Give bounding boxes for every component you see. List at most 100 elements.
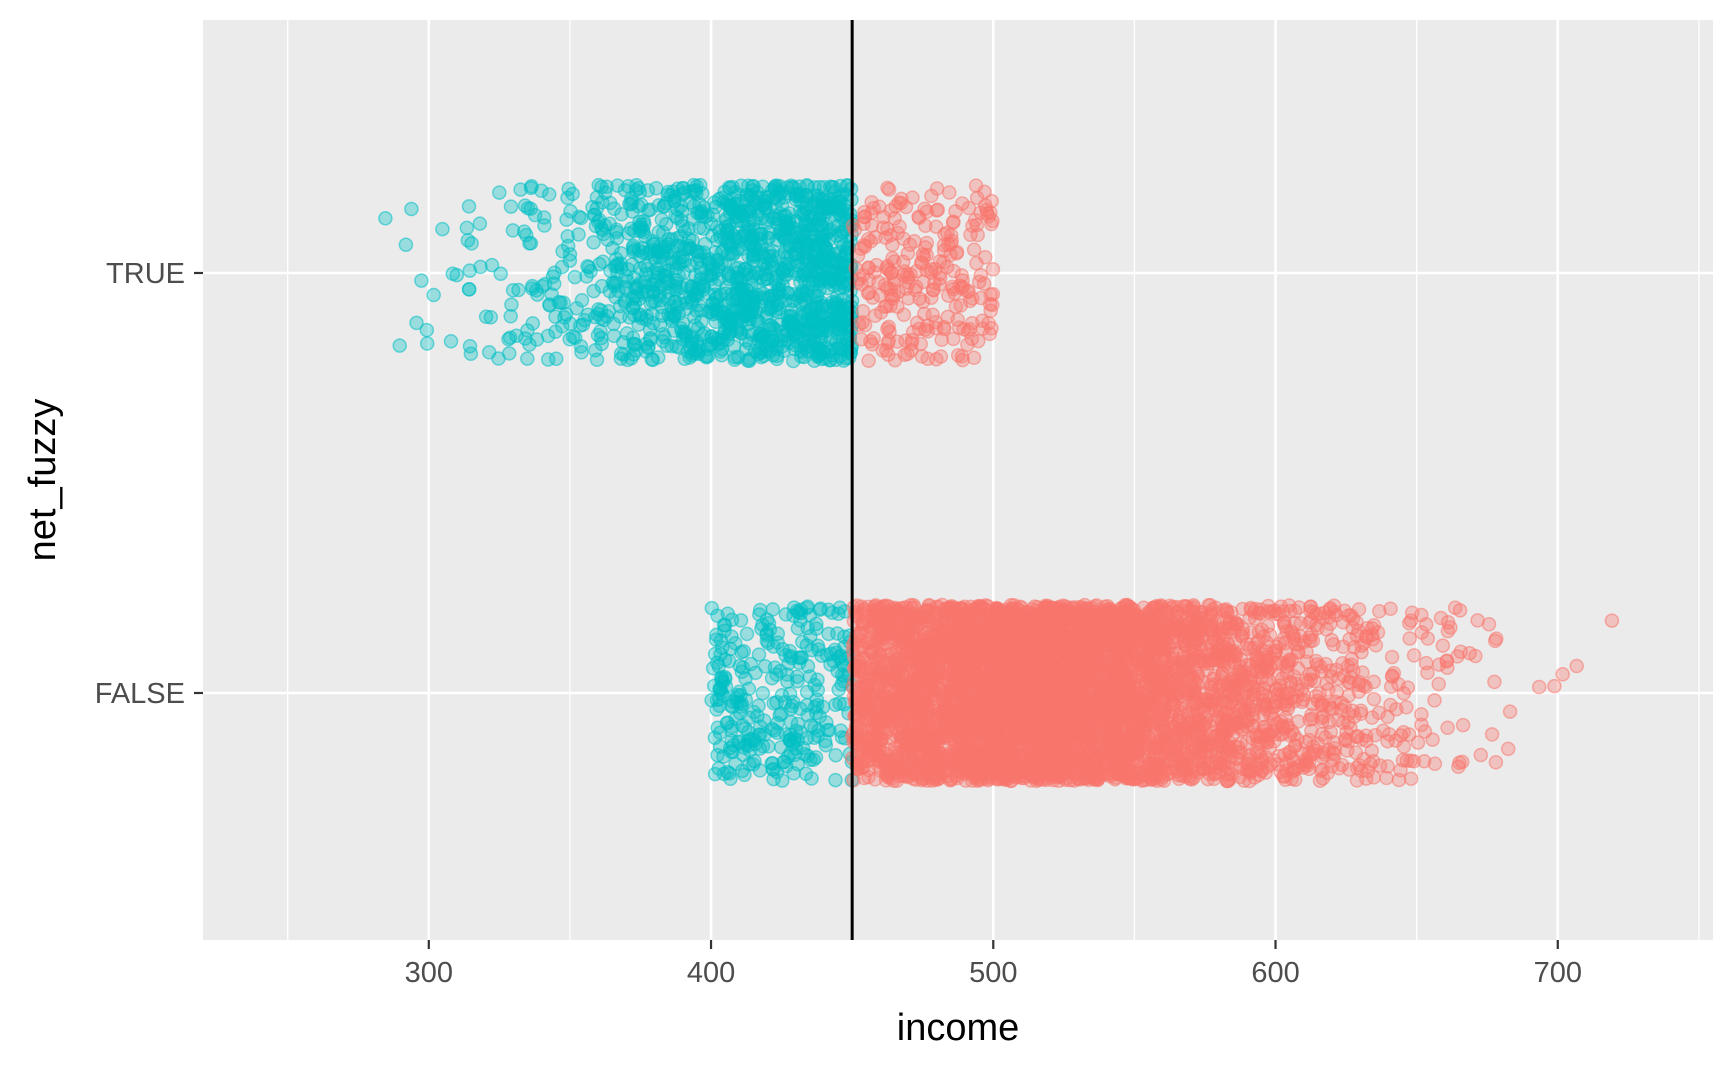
data-point bbox=[760, 230, 775, 245]
data-point bbox=[1455, 717, 1471, 733]
data-point bbox=[1569, 658, 1584, 674]
data-point bbox=[464, 236, 479, 251]
data-point bbox=[725, 694, 741, 709]
data-point bbox=[1484, 727, 1500, 742]
data-point bbox=[781, 656, 796, 671]
data-point bbox=[878, 343, 894, 358]
data-point bbox=[449, 267, 465, 283]
data-point bbox=[1384, 649, 1400, 665]
data-point bbox=[907, 233, 922, 249]
data-point bbox=[912, 321, 927, 337]
data-point bbox=[811, 642, 826, 657]
data-point bbox=[882, 324, 897, 340]
data-point bbox=[800, 326, 816, 342]
data-point bbox=[492, 185, 507, 200]
data-point bbox=[955, 352, 970, 368]
data-point bbox=[782, 238, 798, 253]
data-point bbox=[565, 329, 581, 345]
data-point bbox=[785, 698, 800, 714]
data-point bbox=[967, 212, 983, 228]
data-point bbox=[738, 671, 753, 686]
data-point bbox=[1393, 763, 1408, 778]
data-point bbox=[669, 339, 684, 354]
data-point bbox=[752, 602, 768, 618]
data-point bbox=[751, 647, 767, 662]
data-point bbox=[501, 346, 517, 361]
data-point bbox=[881, 182, 897, 197]
data-point bbox=[933, 349, 949, 364]
data-point bbox=[784, 180, 800, 195]
data-point bbox=[559, 212, 574, 227]
data-point bbox=[483, 310, 499, 325]
data-point bbox=[472, 216, 488, 231]
data-point bbox=[692, 220, 707, 235]
data-point bbox=[398, 237, 414, 252]
data-point bbox=[853, 332, 869, 347]
data-point bbox=[700, 208, 715, 223]
data-point bbox=[658, 216, 674, 232]
data-point bbox=[426, 287, 441, 303]
data-point bbox=[739, 626, 755, 642]
data-point bbox=[832, 696, 847, 711]
data-point bbox=[586, 283, 601, 299]
data-point bbox=[782, 643, 797, 659]
data-point bbox=[481, 345, 497, 360]
data-point bbox=[646, 236, 661, 252]
data-point bbox=[707, 730, 723, 745]
plot-panel bbox=[203, 20, 1713, 940]
data-point bbox=[886, 288, 902, 303]
data-point bbox=[860, 285, 876, 301]
data-point bbox=[586, 207, 602, 223]
data-point bbox=[924, 188, 939, 204]
data-point bbox=[463, 346, 479, 361]
data-point bbox=[788, 723, 804, 739]
data-point bbox=[914, 349, 930, 364]
data-point bbox=[478, 309, 494, 324]
data-point bbox=[806, 228, 822, 244]
data-point bbox=[746, 252, 761, 268]
data-point bbox=[419, 322, 435, 338]
data-point bbox=[790, 621, 806, 636]
data-point bbox=[814, 323, 830, 338]
data-point bbox=[960, 284, 975, 300]
data-point bbox=[713, 344, 728, 359]
data-point bbox=[966, 242, 982, 258]
data-point bbox=[891, 195, 906, 210]
data-point bbox=[812, 212, 827, 227]
data-point bbox=[419, 336, 435, 351]
data-point bbox=[571, 227, 586, 242]
data-point bbox=[830, 626, 845, 641]
data-point bbox=[803, 301, 819, 317]
data-point bbox=[919, 263, 934, 278]
data-point bbox=[782, 686, 798, 701]
data-point bbox=[752, 741, 768, 756]
data-point bbox=[752, 342, 768, 357]
data-point bbox=[919, 235, 935, 251]
data-point bbox=[710, 747, 725, 763]
data-point bbox=[621, 226, 636, 241]
data-point bbox=[620, 352, 635, 368]
data-point bbox=[642, 202, 658, 217]
data-point bbox=[812, 602, 827, 617]
data-point bbox=[936, 321, 952, 337]
data-point bbox=[650, 350, 666, 365]
data-point bbox=[861, 353, 876, 368]
data-point bbox=[542, 297, 557, 312]
data-point bbox=[721, 271, 737, 287]
data-point bbox=[714, 256, 729, 271]
data-point bbox=[461, 199, 477, 214]
data-point bbox=[831, 682, 846, 697]
data-point bbox=[501, 331, 516, 347]
data-point bbox=[1440, 720, 1455, 736]
data-point bbox=[799, 188, 815, 203]
data-point bbox=[520, 351, 535, 366]
data-point bbox=[459, 220, 475, 236]
data-point bbox=[792, 289, 807, 304]
data-point bbox=[764, 248, 780, 264]
data-point bbox=[883, 228, 898, 243]
data-point bbox=[736, 747, 751, 762]
data-point bbox=[1348, 745, 1364, 760]
data-point bbox=[648, 273, 664, 288]
data-point bbox=[759, 310, 774, 325]
